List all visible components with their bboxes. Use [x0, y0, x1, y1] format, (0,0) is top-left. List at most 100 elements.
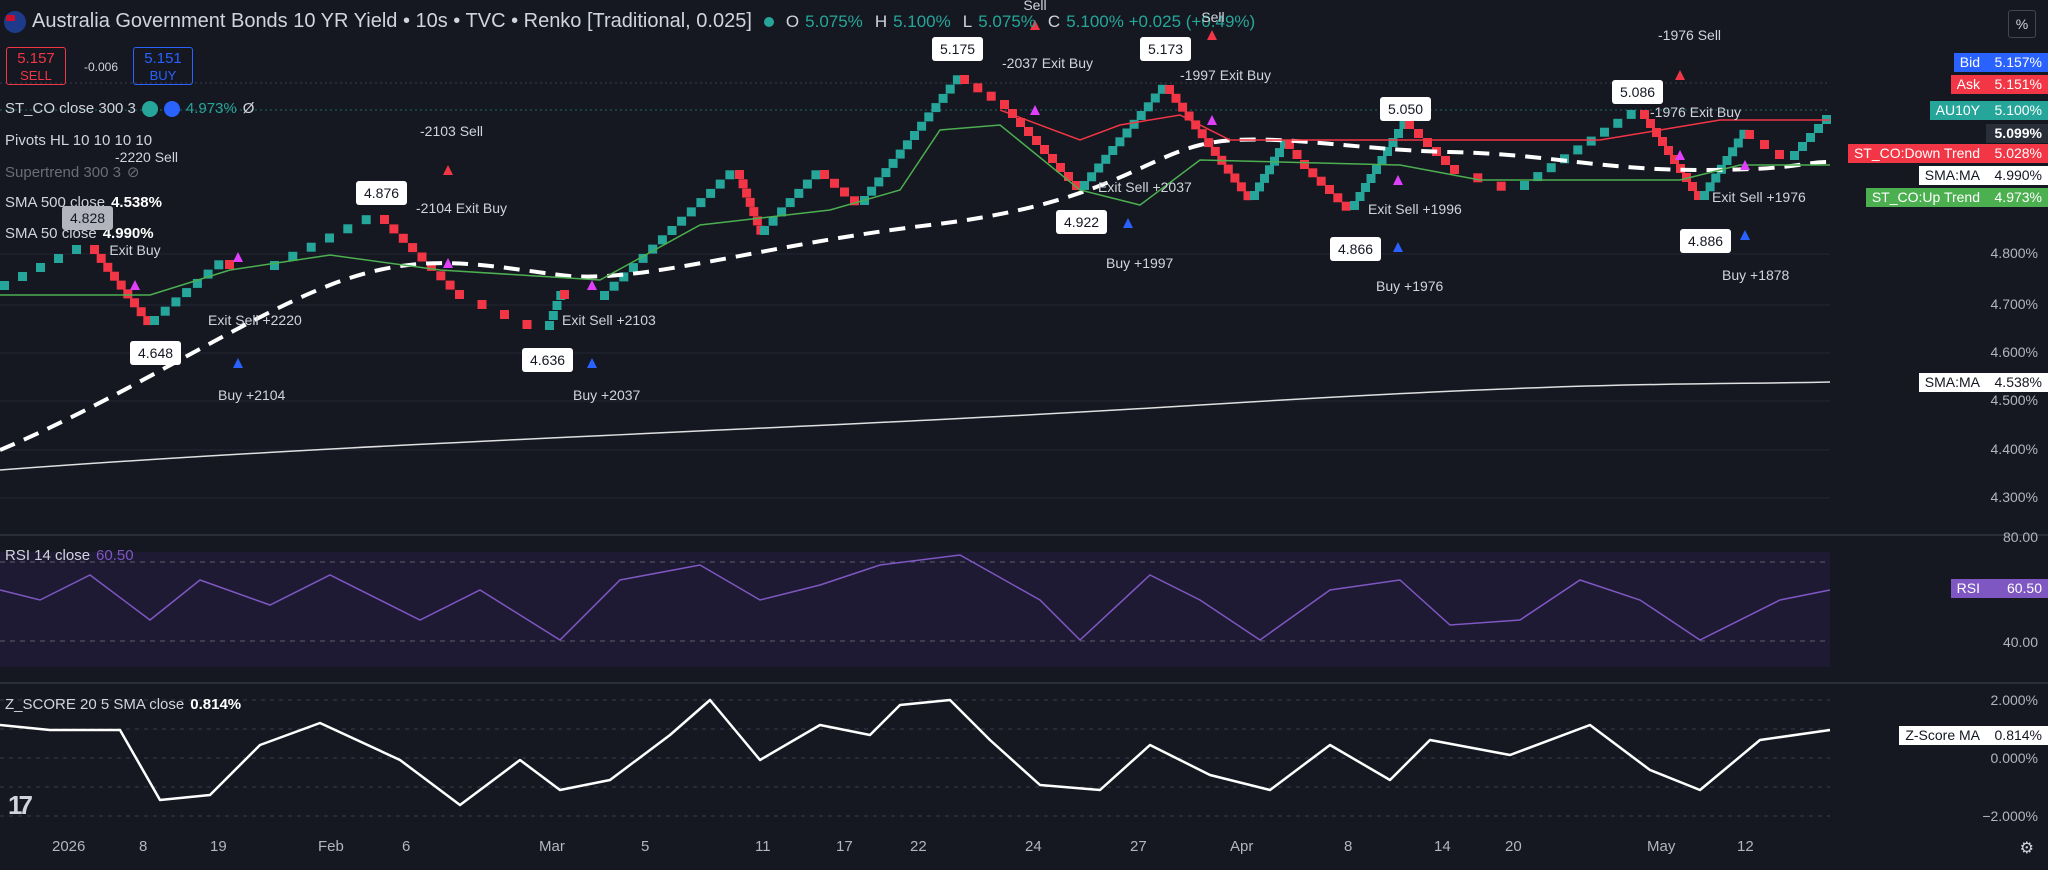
buy-button[interactable]: 5.151 BUY: [133, 47, 193, 85]
axis-badge-sma500: SMA:MA 4.538%: [1918, 373, 2048, 392]
legend-st-co-extra: Ø: [242, 100, 255, 117]
renko-brick: [1533, 172, 1543, 182]
sell-button[interactable]: 5.157 SELL: [6, 47, 66, 85]
tradingview-logo-icon[interactable]: 17: [8, 790, 33, 820]
signal-label: Buy +2037: [573, 387, 641, 403]
legend-zscore[interactable]: Z_SCORE 20 5 SMA close 0.814%: [5, 696, 241, 713]
renko-brick: [136, 307, 146, 317]
renko-brick: [18, 272, 27, 281]
renko-brick: [1292, 150, 1302, 159]
y-tick: 4.800%: [1990, 245, 2038, 261]
renko-brick: [820, 170, 829, 179]
renko-brick: [436, 271, 446, 281]
pivot-label: 4.828: [62, 206, 114, 230]
renko-brick: [1143, 102, 1153, 112]
signal-arrow-icon: [1030, 105, 1040, 115]
z-y-tick: 0.000%: [1990, 750, 2038, 766]
renko-brick: [1236, 182, 1246, 192]
buy-price: 5.151: [144, 50, 182, 67]
renko-brick: [1136, 111, 1146, 120]
signal-label: Exit Buy: [109, 242, 161, 258]
percent-scale-button[interactable]: %: [2008, 10, 2036, 38]
renko-brick: [225, 260, 234, 269]
x-tick: 11: [755, 838, 771, 855]
renko-brick: [1760, 140, 1769, 149]
renko-brick: [657, 235, 667, 245]
legend-pivots[interactable]: Pivots HL 10 10 10 10: [5, 132, 152, 149]
settings-icon[interactable]: [163, 100, 180, 117]
renko-brick: [938, 93, 948, 103]
renko-brick: [1255, 182, 1264, 192]
ohlc-high-key: H: [874, 11, 888, 31]
axis-badge-ask: Ask 5.151%: [1950, 75, 2048, 94]
pivot-label: 5.173: [1140, 37, 1192, 61]
badge-name: ST_CO:Up Trend: [1865, 188, 1986, 207]
renko-brick: [1586, 136, 1596, 146]
signal-arrow-icon: [587, 358, 597, 368]
alert-icon[interactable]: [141, 100, 158, 117]
renko-brick: [1197, 129, 1207, 139]
symbol-title[interactable]: Australia Government Bonds 10 YR Yield •…: [32, 10, 752, 32]
x-tick: 22: [910, 838, 927, 855]
renko-brick: [361, 215, 371, 225]
renko-brick: [545, 321, 554, 330]
renko-brick: [945, 84, 955, 94]
x-tick: 2026: [52, 838, 86, 855]
settings-gear-icon[interactable]: ⚙: [2019, 840, 2034, 857]
renko-brick: [380, 215, 389, 224]
legend-rsi-label: RSI 14 close: [5, 547, 91, 564]
badge-name: SMA:MA: [1918, 166, 1986, 185]
renko-brick: [1652, 128, 1661, 137]
renko-brick: [1008, 109, 1017, 118]
signal-arrow-icon: [1123, 218, 1133, 228]
renko-brick: [1682, 173, 1691, 182]
badge-value: 5.157%: [1986, 53, 2048, 72]
renko-brick: [1383, 147, 1392, 156]
ohlc-low-value: 5.075%: [978, 11, 1036, 31]
axis-badge-st-down: ST_CO:Down Trend 5.028%: [1847, 144, 2048, 163]
renko-brick: [1546, 163, 1556, 173]
renko-brick: [986, 91, 996, 101]
renko-brick: [1728, 147, 1738, 157]
signal-label: Exit Sell +1976: [1712, 189, 1806, 205]
renko-brick: [1191, 120, 1201, 130]
renko-brick: [1122, 128, 1132, 138]
renko-brick: [182, 288, 192, 298]
x-tick: 27: [1130, 838, 1147, 855]
renko-brick: [1414, 129, 1423, 138]
renko-brick: [1280, 139, 1289, 149]
renko-brick: [560, 290, 569, 299]
legend-supertrend[interactable]: Supertrend 300 3 ⊘: [5, 163, 140, 182]
signal-label: Sell: [1201, 9, 1225, 25]
renko-brick: [738, 179, 748, 189]
ohlc-close-value: 5.100% +0.025 (+0.49%): [1066, 11, 1256, 31]
renko-brick: [952, 75, 962, 85]
renko-brick: [1108, 146, 1118, 155]
badge-name: ST_CO:Down Trend: [1847, 144, 1986, 163]
renko-brick: [123, 289, 133, 299]
x-tick: 8: [139, 838, 148, 855]
badge-value: 0.814%: [1986, 726, 2048, 745]
renko-brick: [325, 233, 334, 243]
badge-value: 5.028%: [1986, 144, 2048, 163]
renko-brick: [72, 245, 81, 254]
renko-brick: [794, 188, 804, 198]
renko-brick: [270, 261, 279, 270]
signal-arrow-icon: [1675, 70, 1685, 80]
badge-name: AU10Y: [1929, 101, 1986, 120]
renko-brick: [752, 216, 762, 226]
renko-brick: [1394, 129, 1403, 138]
axis-badge-rsi: RSI 60.50: [1950, 579, 2048, 598]
legend-st-co[interactable]: ST_CO close 300 3 4.973% Ø: [5, 100, 254, 117]
renko-brick: [1000, 100, 1009, 109]
hidden-eye-icon[interactable]: ⊘: [126, 164, 140, 181]
legend-supertrend-label: Supertrend 300 3: [5, 163, 121, 181]
y-tick: 4.700%: [1990, 296, 2038, 312]
legend-rsi[interactable]: RSI 14 close 60.50: [5, 547, 134, 564]
renko-brick: [1129, 119, 1139, 129]
badge-name: RSI: [1950, 579, 1986, 598]
x-tick: Mar: [539, 838, 565, 855]
legend-st-co-value: 4.973%: [185, 100, 237, 117]
zscore-line: [0, 698, 1831, 807]
